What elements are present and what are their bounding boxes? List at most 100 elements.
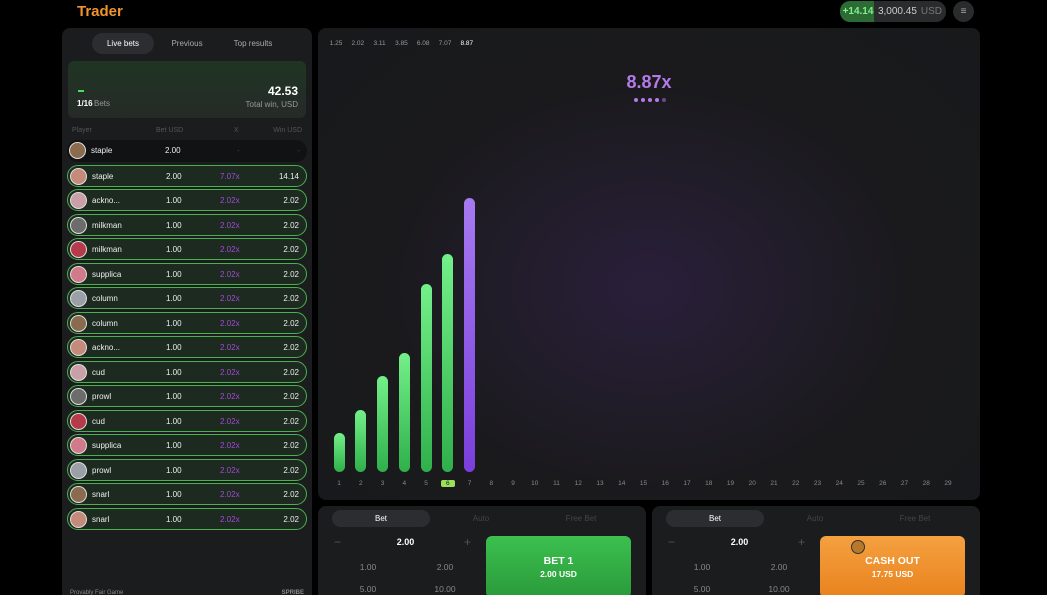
quick-amount[interactable]: 10.00 <box>434 584 456 594</box>
increase-button[interactable]: + <box>798 535 806 549</box>
bet-amount: 1.00 <box>166 441 182 450</box>
avatar <box>69 142 86 159</box>
total-win-label: Total win, USD <box>245 100 298 109</box>
avatar <box>70 486 87 503</box>
bet-tab[interactable]: Auto <box>806 514 824 523</box>
win-amount: 2.02 <box>283 441 299 450</box>
player: staple <box>92 171 114 181</box>
multiplier: 2.02x <box>220 367 240 377</box>
quick-amount[interactable]: 10.00 <box>768 584 790 594</box>
tab[interactable]: Live bets <box>92 33 154 54</box>
multiplier: 2.02x <box>220 441 240 450</box>
bet-tab[interactable]: Bet <box>332 510 430 527</box>
player: column <box>92 318 118 328</box>
bet-amount: 1.00 <box>166 196 182 205</box>
loading-dot <box>641 98 645 102</box>
history-item: 8.87 <box>460 40 474 47</box>
bet-amount: 1.00 <box>166 367 182 377</box>
round-label: 7 <box>467 480 472 487</box>
bet-amount: 1.00 <box>166 269 182 279</box>
bet-amount: 1.00 <box>166 294 182 303</box>
increase-button[interactable]: + <box>464 535 472 549</box>
win-amount: 2.02 <box>283 367 299 377</box>
multiplier: - <box>237 146 240 155</box>
player: staple <box>91 146 113 155</box>
bet-tab[interactable]: Free Bet <box>565 514 597 523</box>
currency: USD <box>920 6 943 17</box>
history-item: 2.02 <box>351 40 365 47</box>
history-item: 3.85 <box>395 40 408 47</box>
quick-amount[interactable]: 2.00 <box>770 562 788 572</box>
avatar <box>70 461 87 479</box>
avatar <box>70 192 87 209</box>
bets-label: Bets <box>94 99 111 108</box>
player: cud <box>92 367 105 377</box>
win-amount: 2.02 <box>283 343 299 352</box>
player: snarl <box>92 490 110 499</box>
round-label: 29 <box>944 480 952 487</box>
multiplier: 2.02x <box>220 514 240 524</box>
bet-row: cud 1.00 2.02x 2.02 <box>67 360 307 383</box>
progress <box>78 90 84 92</box>
round-label: 20 <box>748 480 756 487</box>
decrease-button[interactable]: − <box>334 535 342 549</box>
round-label: 25 <box>857 480 865 487</box>
button-sub: 2.00 USD <box>540 569 577 579</box>
player: ackno... <box>92 196 121 205</box>
bet-amount: 1.00 <box>166 392 182 401</box>
avatar <box>70 363 87 381</box>
button-label: CASH OUT <box>865 555 920 567</box>
bet-row: snarl 1.00 2.02x 2.02 <box>67 507 307 530</box>
history-item: 3.11 <box>373 40 386 47</box>
loading-dot <box>655 98 659 102</box>
round-label: 13 <box>596 480 604 487</box>
amount: 2.00 <box>730 537 749 547</box>
multiplier: 2.02x <box>220 465 240 475</box>
decrease-button[interactable]: − <box>668 535 676 549</box>
tab[interactable]: Previous <box>171 39 203 48</box>
quick-amount[interactable]: 2.00 <box>436 562 454 572</box>
tab[interactable]: Top results <box>233 39 273 48</box>
bet-amount: 1.00 <box>166 490 182 499</box>
win-amount: 2.02 <box>283 196 299 205</box>
bet-amount: 1.00 <box>166 343 182 352</box>
loading-dot <box>634 98 638 102</box>
win-amount: 2.02 <box>283 245 299 254</box>
footer: Provably Fair Game <box>70 590 124 595</box>
bet-tab[interactable]: Free Bet <box>899 514 931 523</box>
round-label: 21 <box>770 480 778 487</box>
bets-panel: Live bets Previous Top results 1/16 Bets 42.5… <box>62 28 312 595</box>
win-amount: 14.14 <box>278 171 299 181</box>
avatar <box>70 290 87 307</box>
bet-row: milkman 1.00 2.02x 2.02 <box>67 213 307 236</box>
bet-tab[interactable]: Auto <box>472 514 490 523</box>
quick-amount[interactable]: 5.00 <box>693 584 711 594</box>
bet-row: supplica 1.00 2.02x 2.02 <box>67 434 307 456</box>
round-label: 19 <box>726 480 735 487</box>
win-amount: 2.02 <box>283 465 299 475</box>
round-label: 15 <box>639 480 648 487</box>
round-label: 18 <box>705 480 713 487</box>
bets-count: 1/16 <box>77 99 93 108</box>
round-label: 9 <box>511 480 515 487</box>
round-label: 6 <box>440 480 455 487</box>
bet-button[interactable]: BET 1 2.00 USD <box>486 536 631 595</box>
current-multiplier: 8.87x <box>626 72 672 92</box>
bet-amount: 1.00 <box>166 318 182 328</box>
bet-tab[interactable]: Bet <box>666 510 764 527</box>
menu-button[interactable]: ≡ <box>953 1 974 22</box>
player: supplica <box>92 441 122 450</box>
quick-amount[interactable]: 5.00 <box>359 584 377 594</box>
win-amount: 2.02 <box>283 269 299 279</box>
bet-row: staple 2.00 7.07x 14.14 <box>67 164 307 187</box>
avatar <box>70 412 87 430</box>
bet-row: prowl 1.00 2.02x 2.02 <box>67 458 307 481</box>
bet-row: milkman 1.00 2.02x 2.02 <box>67 238 307 260</box>
cashout-button[interactable]: CASH OUT 17.75 USD <box>820 536 965 595</box>
bet-amount: 1.00 <box>166 465 182 475</box>
round-label: 23 <box>813 480 822 487</box>
quick-amount[interactable]: 1.00 <box>693 562 711 572</box>
balance-change: +14.14 <box>840 1 876 22</box>
quick-amount[interactable]: 1.00 <box>359 562 377 572</box>
avatar <box>70 388 87 405</box>
